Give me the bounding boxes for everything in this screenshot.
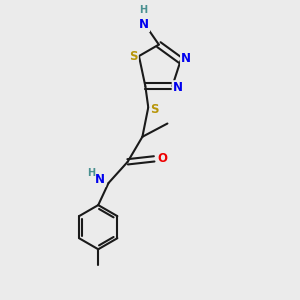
Text: N: N xyxy=(172,81,183,94)
Text: N: N xyxy=(95,173,105,186)
Text: N: N xyxy=(181,52,191,65)
Text: O: O xyxy=(158,152,167,165)
Text: N: N xyxy=(139,18,149,32)
Text: H: H xyxy=(139,5,147,15)
Text: S: S xyxy=(151,103,159,116)
Text: H: H xyxy=(87,168,95,178)
Text: S: S xyxy=(129,50,138,63)
